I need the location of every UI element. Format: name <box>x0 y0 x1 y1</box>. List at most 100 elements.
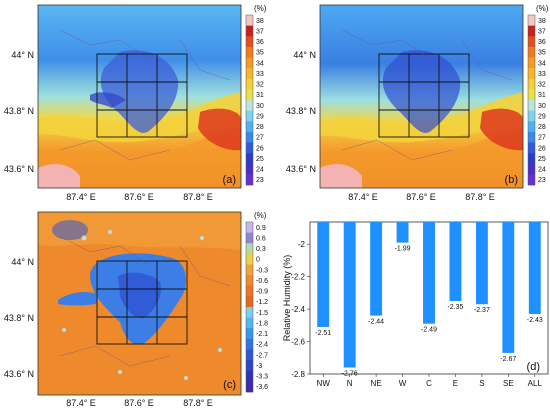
colorbar-c-tick-2: 0.3 <box>256 246 266 253</box>
colorbar-c-swatch-8 <box>246 307 253 318</box>
colorbar-c-swatch-11 <box>246 338 253 350</box>
colorbar-a-tick-15: 23 <box>256 177 264 184</box>
panel-c-xtick-1: 87.6° E <box>124 398 154 408</box>
colorbar-c-swatch-13 <box>246 360 253 372</box>
colorbar-c-swatch-14 <box>246 370 253 382</box>
colorbar-a-tick-4: 34 <box>256 60 264 67</box>
bar-value-label: -2.35 <box>447 304 463 311</box>
colorbar-a-tick-7: 31 <box>256 92 264 99</box>
colorbar-a-tick-0: 38 <box>256 18 264 25</box>
colorbar-c-swatch-3 <box>246 253 253 265</box>
panel-a-label: (a) <box>223 174 236 186</box>
colorbar-b-swatch-5 <box>528 68 535 80</box>
panel-c-xtick-0: 87.4° E <box>66 398 96 408</box>
panel-a-urban-west <box>90 92 126 108</box>
colorbar-a-tick-1: 37 <box>256 28 264 35</box>
x-tick-label: S <box>479 379 484 388</box>
colorbar-a-tick-5: 33 <box>256 71 264 78</box>
panel-c-subregion-grid <box>96 260 188 345</box>
colorbar-c-swatch-15 <box>246 381 253 393</box>
panel-c-xtick-2: 87.8° E <box>183 398 213 408</box>
colorbar-a-swatch-1 <box>246 25 253 37</box>
colorbar-c-swatch-5 <box>246 275 253 287</box>
colorbar-b-swatch-7 <box>528 89 535 101</box>
colorbar-a-tick-12: 26 <box>256 145 264 152</box>
colorbar-c-swatch-12 <box>246 349 253 361</box>
panel-b-band <box>320 92 523 143</box>
colorbar-b-tick-10: 28 <box>538 124 546 131</box>
panel-a-band <box>38 92 241 143</box>
y-tick-label: -2.8 <box>291 370 305 379</box>
colorbar-b-swatch-4 <box>528 57 535 69</box>
colorbar-a-tick-11: 27 <box>256 135 264 142</box>
panel-a-south <box>38 128 241 188</box>
colorbar-a-tick-3: 35 <box>256 50 264 57</box>
colorbar-b-tick-0: 38 <box>538 18 546 25</box>
panel-c-ytick-0: 44° N <box>11 257 34 267</box>
panel-a-ytick-1: 43.8° N <box>4 106 34 116</box>
panel-b-ytick-0: 44° N <box>293 50 316 60</box>
colorbar-c-swatch-6 <box>246 285 253 297</box>
panel-a-hot <box>198 108 241 151</box>
colorbar-b-tick-12: 26 <box>538 145 546 152</box>
colorbar-a-tick-8: 30 <box>256 103 264 110</box>
x-tick-label: ALL <box>528 379 543 388</box>
colorbar-b-swatch-11 <box>528 131 535 143</box>
panel-d-y-axis-label: Relative Humidity (%) <box>282 255 292 342</box>
colorbar-b-swatch-8 <box>528 100 535 111</box>
bar-series: -2.51-2.76-2.44-1.99-2.49-2.35 -2.37-2.67… <box>315 222 543 378</box>
colorbar-b-tick-9: 29 <box>538 113 546 120</box>
panel-b-south <box>320 128 523 188</box>
bar-c <box>423 222 435 324</box>
bar-value-label: -2.44 <box>368 319 384 326</box>
colorbar-b-swatch-14 <box>528 163 535 175</box>
colorbar-b-tick-6: 32 <box>538 82 546 89</box>
colorbar-b-swatch-10 <box>528 121 535 133</box>
colorbar-c-tick-0: 0.9 <box>256 225 266 232</box>
colorbar-a-swatch-4 <box>246 57 253 69</box>
colorbar-b-tick-11: 27 <box>538 135 546 142</box>
bar-se <box>502 222 515 353</box>
colorbar-b-tick-4: 34 <box>538 60 546 67</box>
colorbar-a-swatch-15 <box>246 174 253 186</box>
x-tick-label: W <box>399 379 407 388</box>
panel-b-xtick-1: 87.6° E <box>406 192 436 202</box>
colorbar-a-swatch-11 <box>246 131 253 143</box>
colorbar-b-tick-13: 25 <box>538 156 546 163</box>
colorbar-c-tick-13: -3 <box>256 363 262 370</box>
y-tick-label: -2.2 <box>291 273 305 282</box>
colorbar-c-tick-12: -2.7 <box>256 352 268 359</box>
colorbar-a-tick-13: 25 <box>256 156 264 163</box>
panel-a-xtick-2: 87.8° E <box>183 192 213 202</box>
colorbar-b-tick-7: 31 <box>538 92 546 99</box>
bar-all <box>528 222 541 314</box>
colorbar-a-swatch-8 <box>246 100 253 111</box>
colorbar-a-unit: (%) <box>254 4 267 13</box>
bar-value-label: -2.37 <box>474 307 490 314</box>
y-tick-label: -2.6 <box>291 338 305 347</box>
panel-a-subregion-grid <box>96 53 188 138</box>
panel-d-bar-chart: Relative Humidity (%) (d) -2.51-2.76-2.4… <box>282 221 549 388</box>
panel-a-xtick-1: 87.6° E <box>124 192 154 202</box>
colorbar-c-tick-9: -1.8 <box>256 320 268 327</box>
colorbar-c-swatch-0 <box>246 222 253 233</box>
panel-c-label: (c) <box>223 379 236 391</box>
panel-b-xtick-0: 87.4° E <box>348 192 378 202</box>
panel-c-urban-west <box>58 292 98 306</box>
colorbar-c-swatch-2 <box>246 243 253 255</box>
y-tick-label: -2 <box>298 240 306 249</box>
panel-b-xtick-2: 87.8° E <box>465 192 495 202</box>
colorbar-c-tick-3: 0 <box>256 257 260 264</box>
colorbar-c-tick-7: -1.2 <box>256 299 268 306</box>
colorbar-a-swatch-7 <box>246 89 253 101</box>
bar-value-label: -1.99 <box>395 246 411 253</box>
panel-c-ytick-2: 43.6° N <box>4 369 34 379</box>
colorbar-b-swatch-3 <box>528 46 535 58</box>
colorbar-c-swatch-9 <box>246 317 253 329</box>
colorbar-c-tick-11: -2.4 <box>256 342 268 349</box>
colorbar-b-tick-5: 33 <box>538 71 546 78</box>
panel-c-spots <box>62 230 222 380</box>
colorbar-c-swatch-4 <box>246 264 253 276</box>
colorbar-c-tick-15: -3.6 <box>256 384 268 391</box>
bar-value-label: -2.67 <box>500 356 516 363</box>
